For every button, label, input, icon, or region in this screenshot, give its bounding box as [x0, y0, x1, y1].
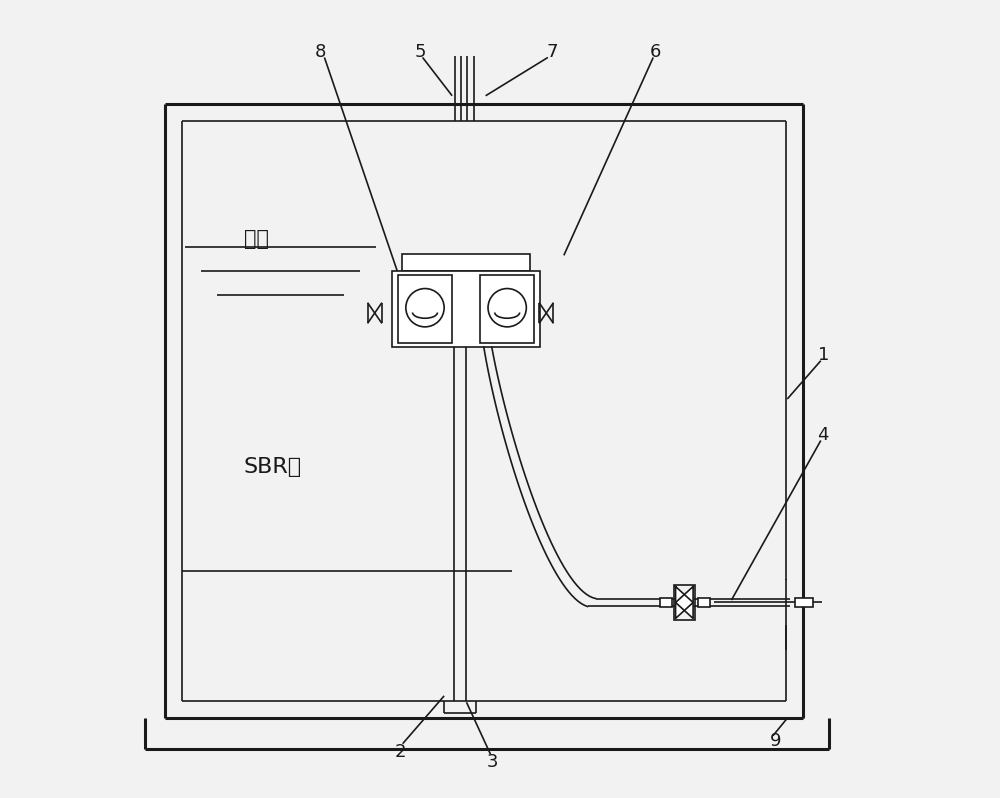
Circle shape: [488, 289, 526, 327]
Text: 8: 8: [315, 43, 326, 61]
Text: 9: 9: [770, 732, 781, 749]
Text: 4: 4: [817, 426, 829, 444]
Text: SBR池: SBR池: [244, 456, 302, 477]
Bar: [660, 598, 672, 607]
Bar: [674, 585, 695, 620]
Bar: [795, 598, 813, 607]
Bar: [480, 275, 534, 343]
Text: 7: 7: [546, 43, 558, 61]
Text: 6: 6: [650, 43, 661, 61]
Bar: [392, 271, 540, 347]
Bar: [398, 275, 452, 343]
Bar: [402, 254, 530, 271]
Text: 3: 3: [486, 753, 498, 771]
Polygon shape: [676, 587, 693, 618]
Bar: [698, 598, 710, 607]
Text: 2: 2: [394, 743, 406, 760]
Polygon shape: [676, 587, 693, 618]
Circle shape: [406, 289, 444, 327]
Text: 1: 1: [818, 346, 829, 364]
Text: 5: 5: [414, 43, 426, 61]
Text: 水位: 水位: [244, 229, 269, 250]
